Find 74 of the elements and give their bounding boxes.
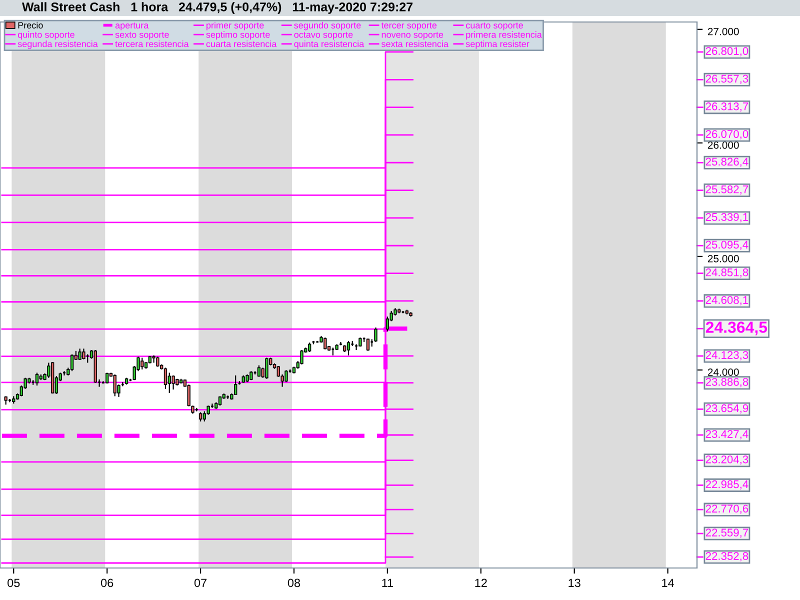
legend-label: tercera resistencia: [115, 40, 189, 48]
legend-label: apertura: [115, 22, 149, 30]
x-tick-label: 12: [475, 578, 487, 587]
text: 23.654,9: [706, 404, 748, 414]
candlestick: [168, 372, 171, 394]
x-tick-label: 08: [288, 578, 300, 588]
candlestick: [70, 354, 74, 372]
candlestick: [218, 396, 222, 406]
candlestick: [257, 364, 261, 378]
candlestick: [105, 372, 109, 384]
text: 22.985,4: [706, 480, 748, 490]
legend-label: septimo soporte: [206, 31, 270, 40]
x-tick-label: 11: [382, 578, 393, 587]
text: 24.364,5: [706, 322, 768, 336]
candlestick: [78, 348, 82, 361]
legend-label: primera resistencia: [466, 31, 542, 40]
legend-label: quinto soporte: [18, 31, 74, 40]
text: 23.886,8: [706, 378, 748, 388]
y-tick-label: 24.000: [708, 368, 739, 376]
candlestick: [265, 357, 268, 380]
legend-label: Precio: [18, 22, 43, 28]
candlestick: [346, 340, 350, 356]
legend-label: primer soporte: [206, 22, 264, 30]
x-tick-label: 13: [568, 578, 580, 588]
legend-label: tercer soporte: [381, 22, 437, 30]
text: 22.770,6: [706, 504, 748, 514]
legend-label: cuarta resistencia: [206, 40, 277, 48]
text: 24.123,3: [706, 351, 748, 360]
text: 25.826,4: [706, 158, 748, 167]
legend-label: octavo soporte: [294, 32, 353, 40]
text: 26.801,0: [706, 47, 748, 56]
x-tick-label: 05: [8, 578, 20, 588]
candlestick: [140, 357, 144, 370]
legend-label: segunda resistencia: [18, 40, 98, 49]
text: 23.204,3: [706, 455, 748, 465]
candlestick: [164, 367, 168, 390]
legend-label: septima resister: [466, 40, 530, 49]
y-tick-label: 25.000: [708, 254, 739, 262]
legend-label: sexto soporte: [115, 32, 169, 40]
legend-label: segundo soporte: [294, 22, 361, 30]
x-tick-label: 14: [662, 578, 674, 587]
candlestick: [234, 374, 238, 396]
chart-title: Wall Street Cash 1 hora 24.479,5 (+0,47%) 11-may-2020 7:29:27: [22, 2, 413, 14]
text: 25.339,1: [706, 213, 748, 222]
candlestick: [324, 336, 327, 350]
y-tick-label: 26.000: [708, 141, 739, 149]
x-tick-label: 06: [100, 578, 114, 588]
candlestick: [284, 370, 288, 383]
text: 22.559,7: [706, 528, 748, 538]
candlestick: [82, 348, 86, 360]
candlestick: [386, 316, 390, 332]
x-tick-label: 07: [194, 578, 207, 588]
legend-label: quinta resistencia: [294, 40, 364, 49]
text: 24.851,8: [706, 268, 748, 278]
text: 23.427,4: [706, 430, 748, 440]
candlestick: [172, 374, 175, 390]
text: 26.313,7: [706, 102, 748, 112]
legend-label: sexta resistencia: [382, 40, 448, 48]
candlestick: [300, 349, 304, 365]
candlestick: [35, 372, 39, 386]
text: 25.095,4: [706, 240, 748, 250]
y-tick-label: 27.000: [708, 28, 739, 36]
candlestick: [366, 338, 370, 352]
text: 22.352,8: [706, 552, 748, 562]
candlestick: [198, 412, 202, 422]
text: 26.070,0: [706, 130, 748, 140]
legend-label: noveno soporte: [382, 32, 444, 40]
candlestick: [374, 326, 378, 343]
candlestick: [113, 374, 116, 397]
text: 24.608,1: [706, 296, 748, 306]
candlestick: [308, 342, 312, 352]
legend-label: cuarto soporte: [466, 22, 523, 30]
text: 25.582,7: [706, 185, 748, 195]
text: 26.557,3: [706, 74, 748, 84]
